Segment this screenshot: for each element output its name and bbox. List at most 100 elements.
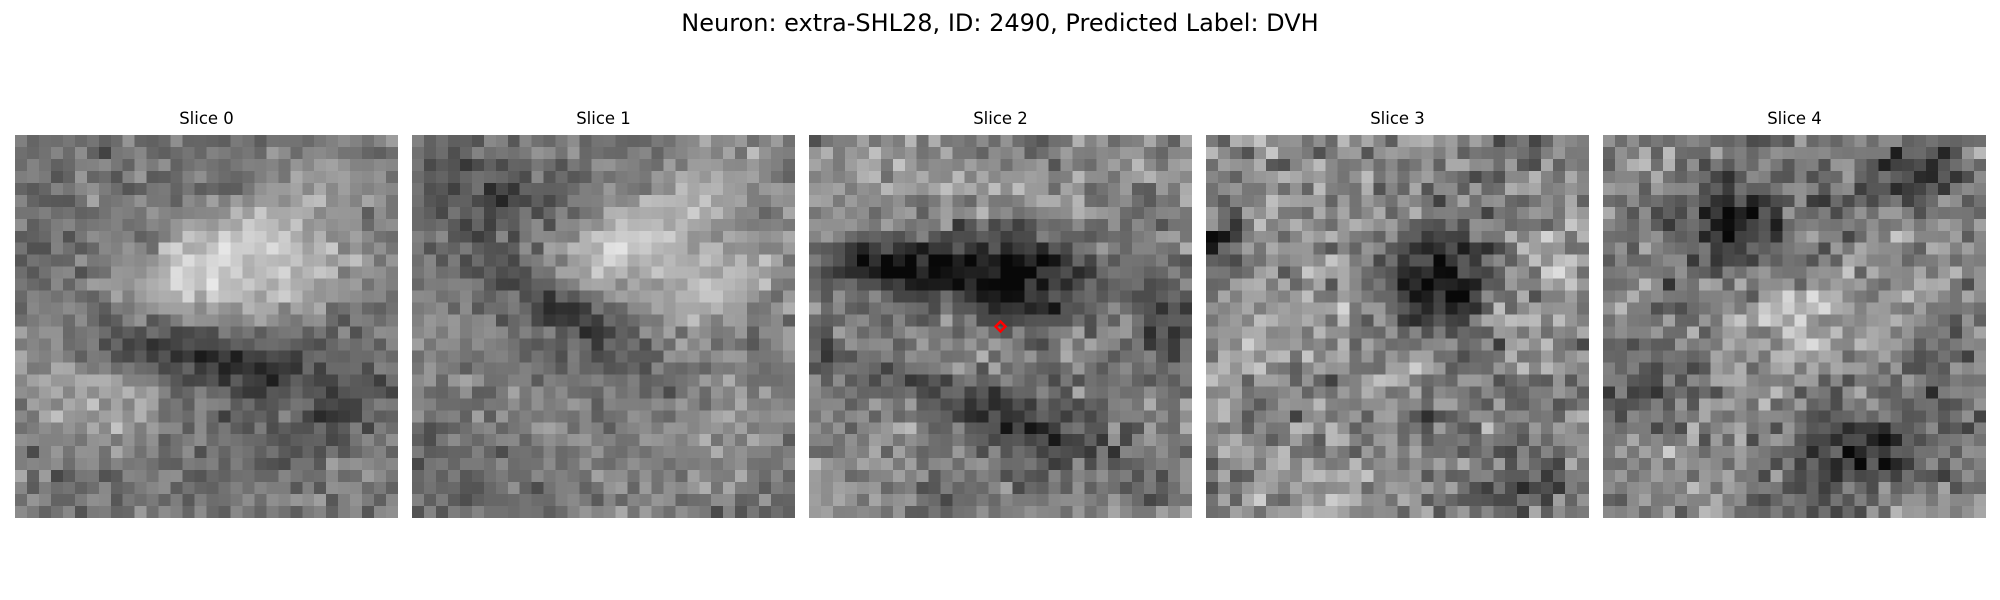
pixel xyxy=(326,434,339,447)
pixel xyxy=(459,374,473,387)
pixel xyxy=(1132,314,1145,327)
pixel xyxy=(627,135,640,148)
pixel xyxy=(579,386,592,399)
pixel xyxy=(627,206,640,220)
pixel xyxy=(1830,446,1843,459)
pixel xyxy=(1229,254,1243,267)
pixel xyxy=(206,302,219,315)
pixel xyxy=(1385,338,1398,351)
pixel xyxy=(1493,350,1506,363)
pixel xyxy=(1710,218,1723,231)
pixel xyxy=(1000,206,1013,220)
pixel xyxy=(1409,326,1422,339)
pixel xyxy=(1626,170,1640,184)
pixel xyxy=(976,422,989,435)
pixel xyxy=(759,170,772,184)
pixel xyxy=(412,254,425,267)
pixel xyxy=(122,290,135,303)
pixel xyxy=(687,206,700,220)
pixel xyxy=(687,494,700,507)
pixel xyxy=(1012,314,1025,327)
pixel xyxy=(1289,230,1302,243)
pixel xyxy=(1397,230,1410,243)
pixel xyxy=(170,338,183,351)
pixel xyxy=(1325,290,1338,303)
pixel xyxy=(916,302,929,315)
pixel xyxy=(386,506,398,518)
pixel xyxy=(675,350,688,363)
pixel xyxy=(663,170,676,184)
pixel xyxy=(1626,218,1640,231)
pixel xyxy=(471,206,485,220)
pixel xyxy=(555,410,568,423)
pixel xyxy=(1614,146,1628,160)
pixel xyxy=(1000,386,1013,399)
pixel xyxy=(1914,362,1927,375)
pixel xyxy=(1325,494,1338,507)
pixel xyxy=(146,374,159,387)
pixel xyxy=(1060,326,1073,339)
pixel xyxy=(711,482,724,495)
pixel xyxy=(783,206,795,220)
pixel xyxy=(783,470,795,483)
pixel xyxy=(314,254,327,267)
pixel xyxy=(519,494,532,507)
pixel xyxy=(158,434,171,447)
pixel xyxy=(1217,350,1231,363)
pixel xyxy=(1096,386,1109,399)
pixel xyxy=(1577,458,1589,471)
pixel xyxy=(1253,398,1267,411)
pixel xyxy=(170,206,183,220)
pixel xyxy=(1120,230,1133,243)
pixel xyxy=(412,206,425,220)
pixel xyxy=(1445,266,1458,279)
pixel xyxy=(1361,242,1374,255)
pixel xyxy=(783,242,795,255)
pixel xyxy=(1493,326,1506,339)
pixel xyxy=(1529,494,1542,507)
pixel xyxy=(1168,350,1181,363)
pixel xyxy=(1565,422,1578,435)
pixel xyxy=(1878,218,1891,231)
pixel xyxy=(110,494,123,507)
pixel xyxy=(1349,434,1362,447)
pixel xyxy=(170,458,183,471)
pixel xyxy=(278,170,291,184)
pixel xyxy=(1409,350,1422,363)
pixel xyxy=(1565,206,1578,220)
pixel xyxy=(519,434,532,447)
pixel xyxy=(627,350,640,363)
pixel xyxy=(639,458,652,471)
pixel xyxy=(1301,206,1314,220)
pixel xyxy=(820,494,834,507)
pixel xyxy=(1156,494,1169,507)
pixel xyxy=(1794,290,1807,303)
pixel xyxy=(1156,158,1169,172)
pixel xyxy=(844,314,858,327)
pixel xyxy=(1168,494,1181,507)
pixel xyxy=(976,278,989,291)
pixel xyxy=(1710,182,1723,196)
pixel xyxy=(1493,374,1506,387)
pixel xyxy=(988,374,1001,387)
pixel xyxy=(62,135,76,148)
pixel xyxy=(1168,398,1181,411)
pixel xyxy=(964,290,977,303)
pixel xyxy=(519,302,532,315)
pixel xyxy=(1626,135,1640,148)
pixel xyxy=(1950,135,1963,148)
pixel xyxy=(122,135,135,148)
pixel xyxy=(555,146,568,160)
pixel xyxy=(1577,422,1589,435)
pixel xyxy=(639,230,652,243)
pixel xyxy=(1072,194,1085,208)
pixel xyxy=(1626,302,1640,315)
pixel xyxy=(1217,170,1231,184)
pixel xyxy=(687,230,700,243)
pixel xyxy=(1577,374,1589,387)
pixel xyxy=(1072,302,1085,315)
pixel xyxy=(1229,278,1243,291)
pixel xyxy=(603,290,616,303)
pixel xyxy=(26,506,40,518)
pixel xyxy=(38,458,52,471)
